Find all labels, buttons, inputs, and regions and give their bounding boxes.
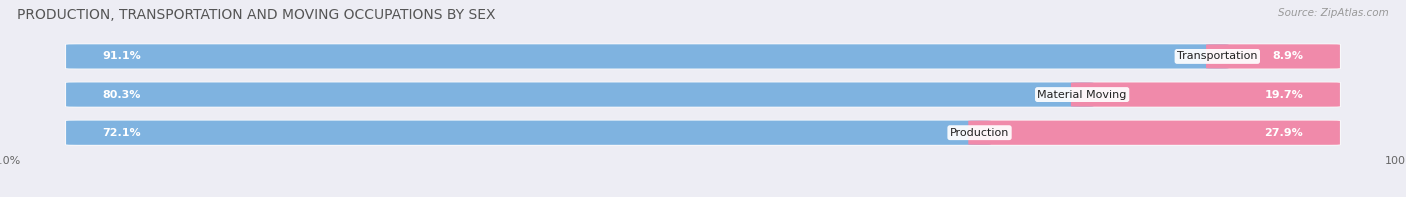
- FancyBboxPatch shape: [66, 44, 1229, 69]
- Text: PRODUCTION, TRANSPORTATION AND MOVING OCCUPATIONS BY SEX: PRODUCTION, TRANSPORTATION AND MOVING OC…: [17, 8, 495, 22]
- FancyBboxPatch shape: [1206, 44, 1340, 69]
- FancyBboxPatch shape: [969, 121, 1340, 145]
- Text: 19.7%: 19.7%: [1264, 90, 1303, 99]
- Text: 27.9%: 27.9%: [1264, 128, 1303, 138]
- Text: 91.1%: 91.1%: [103, 51, 142, 61]
- FancyBboxPatch shape: [66, 44, 1340, 69]
- Text: Source: ZipAtlas.com: Source: ZipAtlas.com: [1278, 8, 1389, 18]
- FancyBboxPatch shape: [66, 82, 1340, 107]
- Text: Material Moving: Material Moving: [1038, 90, 1126, 99]
- Text: Transportation: Transportation: [1177, 51, 1257, 61]
- FancyBboxPatch shape: [66, 82, 1094, 107]
- Text: 8.9%: 8.9%: [1272, 51, 1303, 61]
- Text: Production: Production: [950, 128, 1010, 138]
- FancyBboxPatch shape: [1071, 82, 1340, 107]
- Text: 80.3%: 80.3%: [103, 90, 141, 99]
- FancyBboxPatch shape: [66, 121, 991, 145]
- Text: 72.1%: 72.1%: [103, 128, 141, 138]
- FancyBboxPatch shape: [66, 121, 1340, 145]
